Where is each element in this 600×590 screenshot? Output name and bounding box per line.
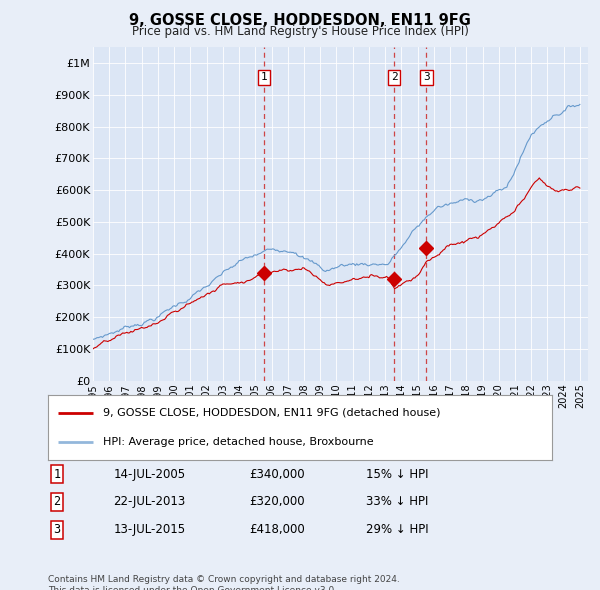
Text: 2: 2 — [53, 496, 61, 509]
Text: 15% ↓ HPI: 15% ↓ HPI — [365, 468, 428, 481]
Text: £320,000: £320,000 — [250, 496, 305, 509]
Text: 9, GOSSE CLOSE, HODDESDON, EN11 9FG: 9, GOSSE CLOSE, HODDESDON, EN11 9FG — [129, 13, 471, 28]
Text: 1: 1 — [53, 468, 61, 481]
Text: 29% ↓ HPI: 29% ↓ HPI — [365, 523, 428, 536]
Text: HPI: Average price, detached house, Broxbourne: HPI: Average price, detached house, Brox… — [103, 437, 374, 447]
Text: 3: 3 — [53, 523, 61, 536]
Text: 9, GOSSE CLOSE, HODDESDON, EN11 9FG (detached house): 9, GOSSE CLOSE, HODDESDON, EN11 9FG (det… — [103, 408, 441, 418]
Text: £418,000: £418,000 — [250, 523, 305, 536]
Text: 1: 1 — [260, 73, 268, 83]
Text: Contains HM Land Registry data © Crown copyright and database right 2024.
This d: Contains HM Land Registry data © Crown c… — [48, 575, 400, 590]
Text: £340,000: £340,000 — [250, 468, 305, 481]
Text: 14-JUL-2005: 14-JUL-2005 — [113, 468, 185, 481]
Text: 33% ↓ HPI: 33% ↓ HPI — [365, 496, 428, 509]
Text: 2: 2 — [391, 73, 397, 83]
Text: 22-JUL-2013: 22-JUL-2013 — [113, 496, 186, 509]
Text: Price paid vs. HM Land Registry's House Price Index (HPI): Price paid vs. HM Land Registry's House … — [131, 25, 469, 38]
Text: 13-JUL-2015: 13-JUL-2015 — [113, 523, 185, 536]
Text: 3: 3 — [423, 73, 430, 83]
